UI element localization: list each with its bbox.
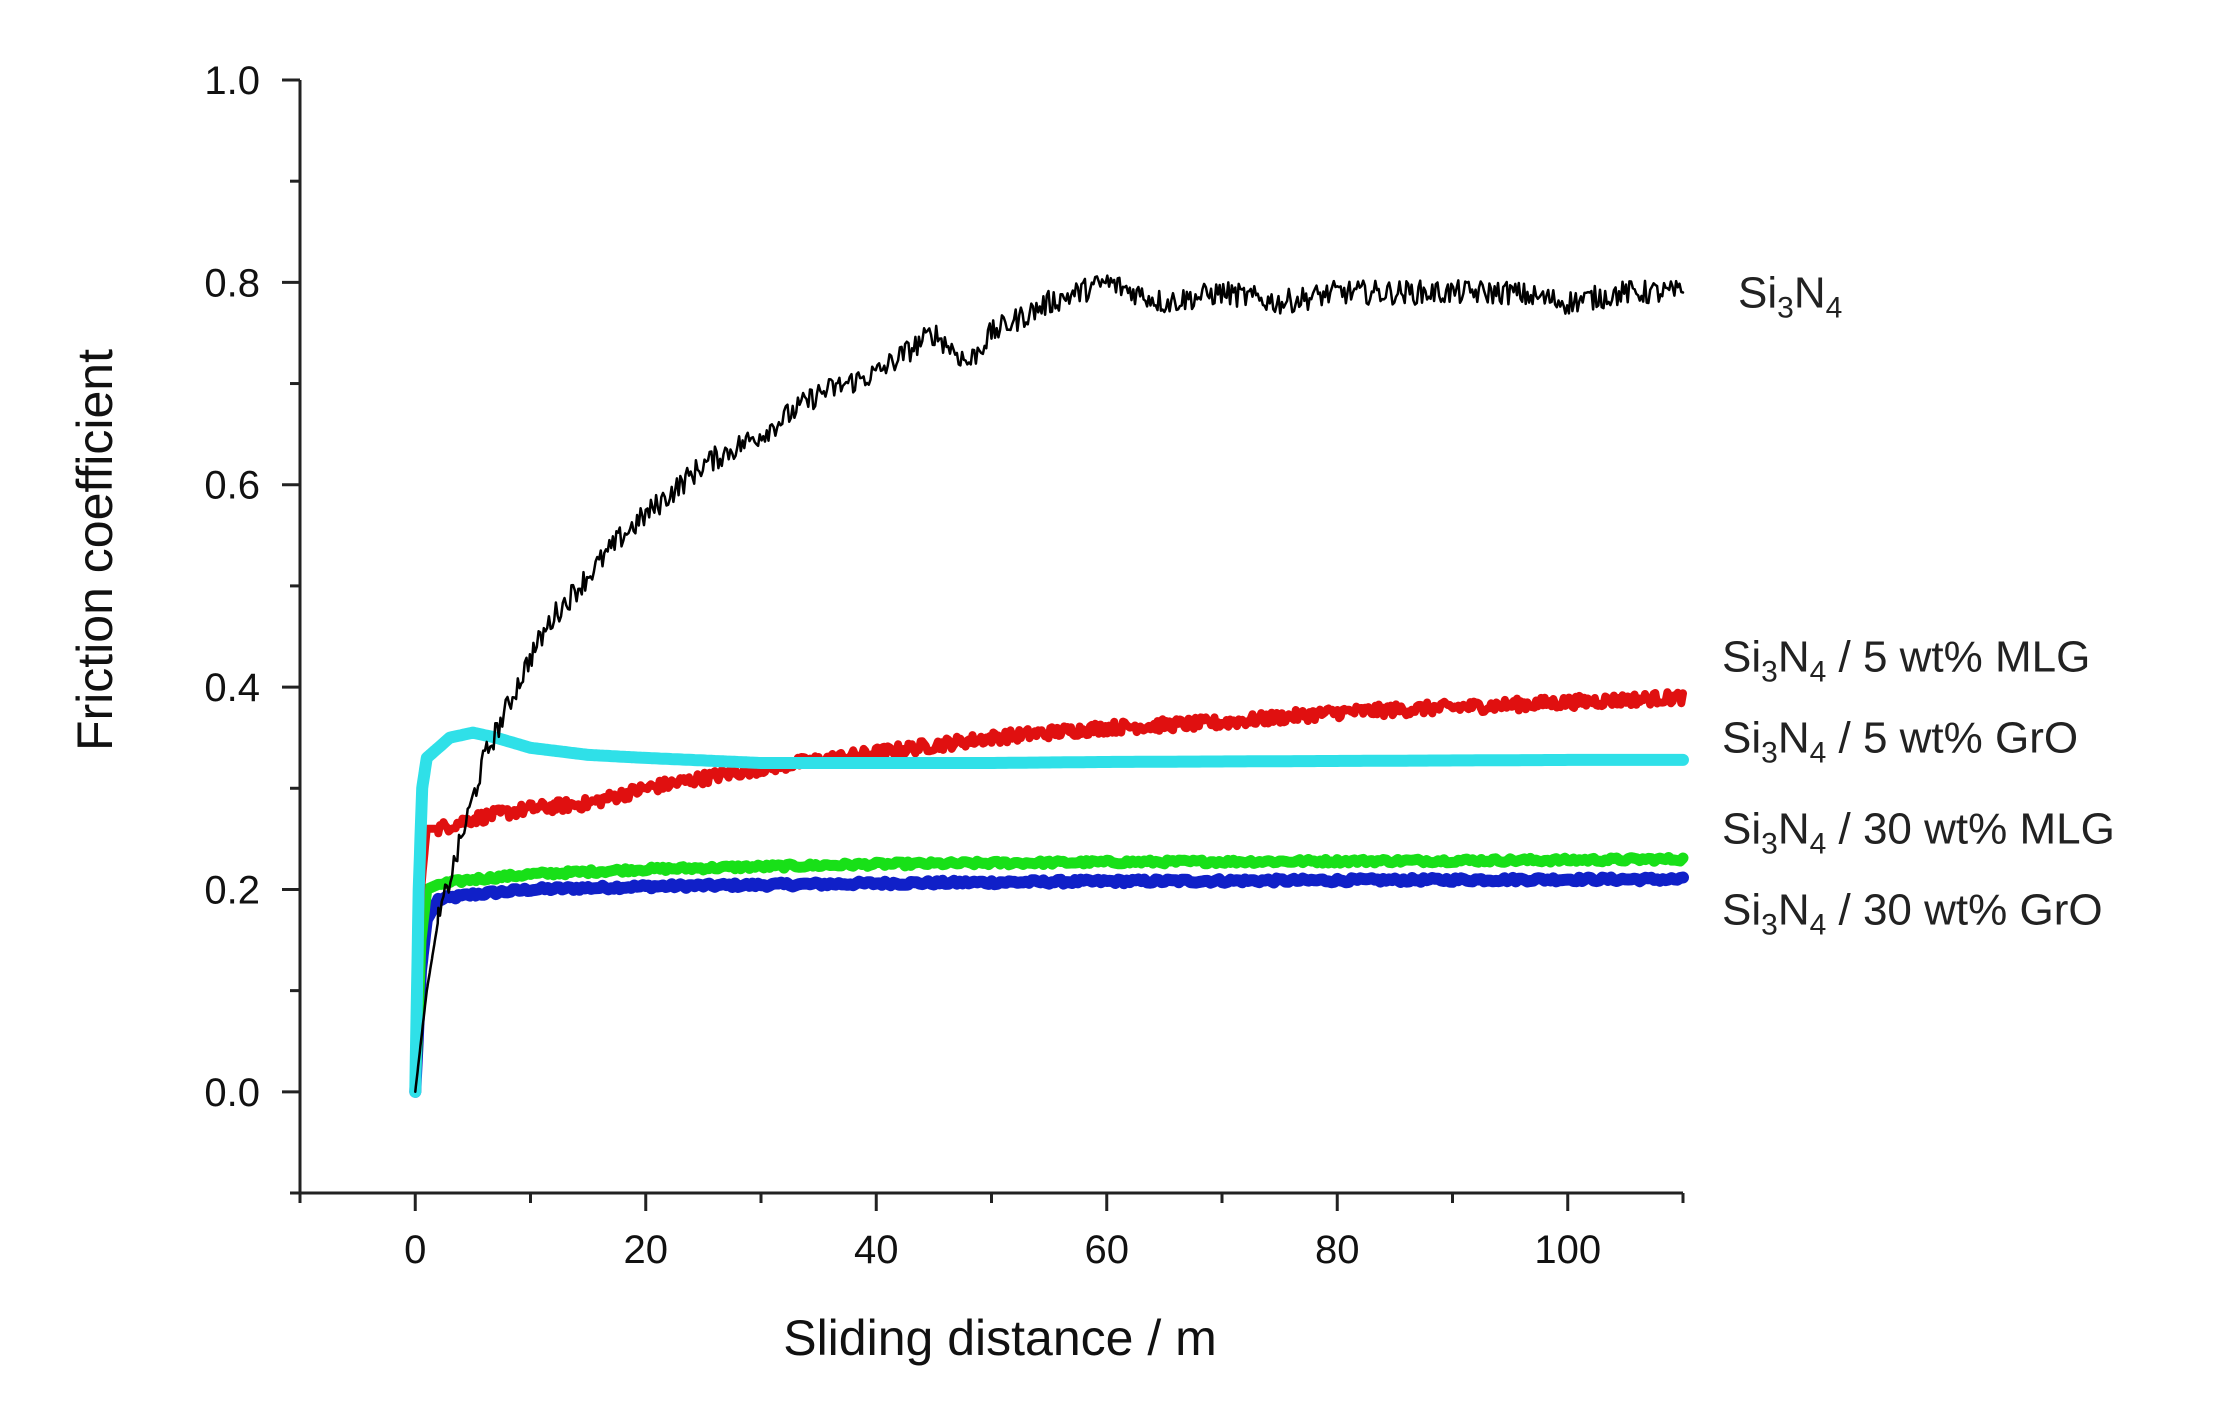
y-tick-label: 0.6 xyxy=(204,464,260,508)
series-line-3 xyxy=(409,852,1689,1098)
series-label-4: Si3N4 / 30 wt% GrO xyxy=(1722,886,2103,942)
y-axis-title: Friction coefficient xyxy=(67,349,123,751)
x-tick-label: 0 xyxy=(404,1228,426,1272)
x-tick-label: 60 xyxy=(1085,1228,1130,1272)
y-tick-label: 0.2 xyxy=(204,868,260,912)
y-tick-label: 0.0 xyxy=(204,1071,260,1115)
y-tick-label: 0.8 xyxy=(204,261,260,305)
series-layer xyxy=(409,274,1689,1098)
series-line-1 xyxy=(411,688,1687,1096)
y-tick-label: 1.0 xyxy=(204,59,260,103)
y-tick-label: 0.4 xyxy=(204,666,260,710)
series-line-4 xyxy=(409,871,1689,1098)
series-line-0 xyxy=(414,274,1685,1094)
axes-layer xyxy=(298,80,1683,1195)
series-label-0: Si3N4 xyxy=(1738,268,1842,324)
x-tick-label: 20 xyxy=(624,1228,669,1272)
series-line-2 xyxy=(409,726,1689,1098)
x-tick-label: 100 xyxy=(1534,1228,1601,1272)
series-label-1: Si3N4 / 5 wt% MLG xyxy=(1722,633,2090,689)
ticks-layer: 0 20 40 60 80 100 0.0 0.2 0.4 0.6 0.8 1.0 xyxy=(204,59,1685,1272)
x-tick-label: 40 xyxy=(854,1228,899,1272)
series-label-3: Si3N4 / 30 wt% MLG xyxy=(1722,805,2115,861)
series-label-2: Si3N4 / 5 wt% GrO xyxy=(1722,714,2078,770)
x-axis-title: Sliding distance / m xyxy=(783,1310,1217,1366)
series-labels: Si3N4 Si3N4 / 5 wt% MLG Si3N4 / 5 wt% GrO S… xyxy=(1722,268,2115,941)
x-tick-label: 80 xyxy=(1315,1228,1360,1272)
